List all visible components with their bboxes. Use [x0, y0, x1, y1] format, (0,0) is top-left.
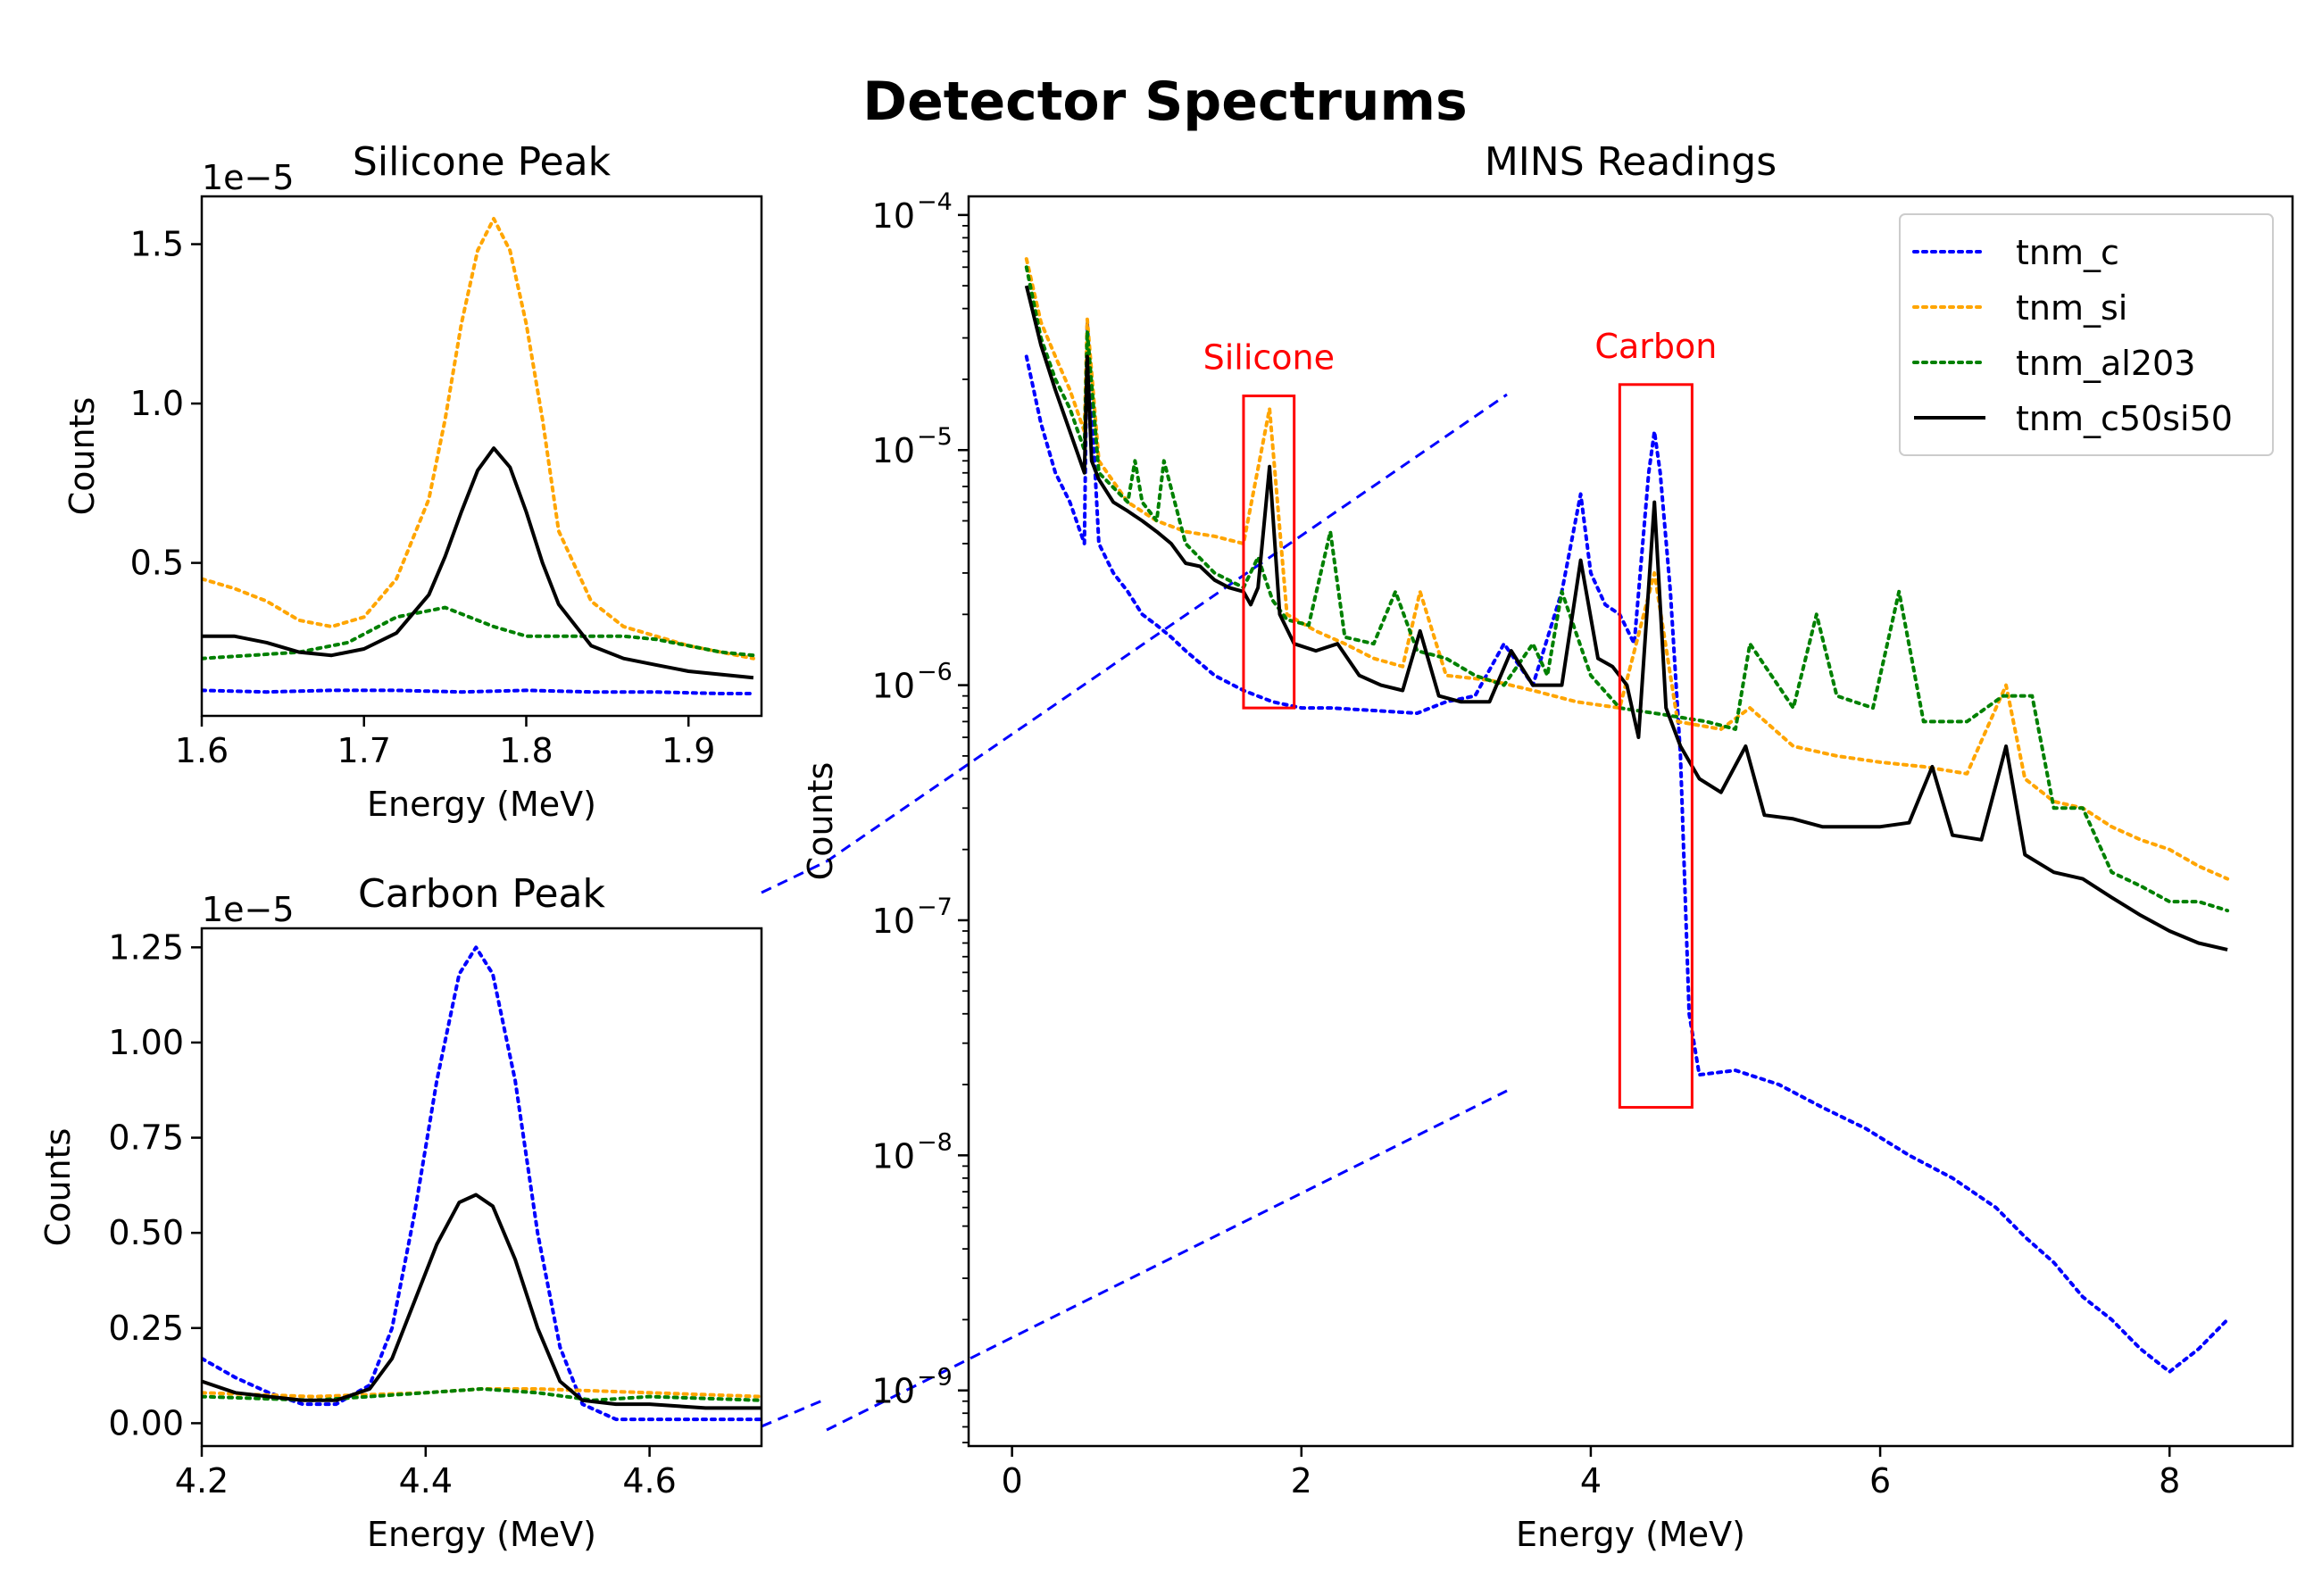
- y-tick-label: 0.75: [108, 1118, 184, 1158]
- annotation-box-carbon: [1618, 383, 1694, 1110]
- chart-title: MINS Readings: [1485, 139, 1777, 185]
- series-line-tnm-c: [1024, 320, 2230, 1374]
- series-group: [202, 217, 755, 695]
- legend-label-tnm-al203: tnm_al203: [2016, 344, 2195, 383]
- y-tick-label: 1.0: [130, 384, 184, 423]
- axes-frame: [967, 195, 2294, 1448]
- y-tick-label: 1.25: [108, 927, 184, 967]
- axes-frame: [200, 195, 763, 718]
- y-tick-exponent: −6: [917, 659, 953, 686]
- x-tick-label: 0: [1002, 1461, 1023, 1500]
- inset-chart-carbon-peak: 4.2 4.4 4.6 0.00 0.25 0.50 0.75 1.00 1.25 Carbon …: [38, 871, 763, 1554]
- axes-frame: [200, 927, 763, 1448]
- x-tick-label: 2: [1291, 1461, 1312, 1500]
- legend-label-tnm-c50si50: tnm_c50si50: [2016, 399, 2233, 438]
- x-axis-label: Energy (MeV): [367, 785, 596, 824]
- series-line-tnm-al203: [1024, 265, 2230, 913]
- y-axis-label: Counts: [38, 1128, 78, 1247]
- x-axis-label: Energy (MeV): [1516, 1515, 1745, 1554]
- zoom-line-silicone-upper: [826, 393, 1508, 863]
- x-tick-label: 4.6: [622, 1461, 676, 1500]
- y-tick-exponent: −5: [917, 423, 953, 451]
- y-tick-exponent: −4: [917, 188, 953, 216]
- series-line-tnm-c: [202, 945, 762, 1422]
- x-axis-label: Energy (MeV): [367, 1515, 596, 1554]
- series-line-tnm-si: [1024, 257, 2230, 881]
- annotation-box-silicone: [1242, 395, 1296, 710]
- chart-title: Silicone Peak: [353, 139, 612, 185]
- series-line-tnm-si: [202, 217, 755, 661]
- x-tick-label: 1.9: [662, 731, 715, 770]
- legend: [1899, 213, 2274, 456]
- y-offset-label: 1e−5: [202, 158, 295, 197]
- x-tick-label: 4: [1580, 1461, 1602, 1500]
- y-tick-exponent: −9: [917, 1364, 953, 1392]
- y-offset-label: 1e−5: [202, 890, 295, 929]
- series-group: [1024, 257, 2230, 1374]
- y-tick-label: 10: [872, 1136, 915, 1176]
- x-tick-label: 8: [2159, 1461, 2180, 1500]
- y-tick-label: 1.00: [108, 1023, 184, 1062]
- y-tick-label: 10: [872, 196, 915, 236]
- x-tick-label: 6: [1869, 1461, 1891, 1500]
- y-tick-label: 10: [872, 902, 915, 941]
- y-tick-label: 10: [872, 1372, 915, 1411]
- inset-chart-silicone-peak: 1.6 1.7 1.8 1.9 0.5 1.0 1.5 Silicone Peak 1e−5 En…: [62, 139, 763, 824]
- y-tick-exponent: −8: [917, 1128, 953, 1156]
- annotation-label-silicone: Silicone: [1203, 338, 1335, 378]
- series-line-tnm-c50si50: [1024, 285, 2228, 952]
- zoom-line-silicone-lower: [826, 1089, 1508, 1432]
- x-tick-label: 1.8: [499, 731, 553, 770]
- y-tick-label: 1.5: [130, 225, 184, 264]
- series-line-tnm-al203: [202, 1387, 762, 1402]
- y-tick-label: 0.5: [130, 544, 184, 583]
- y-tick-label: 0.25: [108, 1309, 184, 1348]
- y-tick-label: 10: [872, 667, 915, 706]
- y-axis-label: Counts: [62, 397, 102, 516]
- series-line-tnm-c50si50: [202, 1193, 762, 1410]
- zoom-line-carbon-upper: [761, 860, 828, 894]
- y-axis-label: Counts: [801, 762, 840, 881]
- y-tick-label: 0.00: [108, 1403, 184, 1442]
- y-tick-label: 10: [872, 431, 915, 470]
- y-tick-exponent: −7: [917, 894, 953, 921]
- zoom-connector-lines: [761, 393, 1508, 1432]
- x-tick-label: 1.6: [175, 731, 229, 770]
- series-line-tnm-c: [202, 688, 755, 695]
- zoom-line-carbon-lower: [761, 1397, 828, 1428]
- figure-suptitle: Detector Spectrums: [862, 71, 1467, 133]
- series-line-tnm-al203: [202, 605, 755, 661]
- series-line-tnm-c50si50: [202, 446, 754, 680]
- annotation-label-carbon: Carbon: [1594, 327, 1717, 366]
- x-tick-label: 4.2: [175, 1461, 229, 1500]
- series-group: [202, 945, 762, 1422]
- legend-label-tnm-c: tnm_c: [2016, 233, 2119, 272]
- chart-title: Carbon Peak: [358, 871, 605, 917]
- legend-label-tnm-si: tnm_si: [2016, 288, 2127, 328]
- y-tick-label: 0.50: [108, 1213, 184, 1252]
- x-tick-label: 1.7: [337, 731, 391, 770]
- x-tick-label: 4.4: [399, 1461, 453, 1500]
